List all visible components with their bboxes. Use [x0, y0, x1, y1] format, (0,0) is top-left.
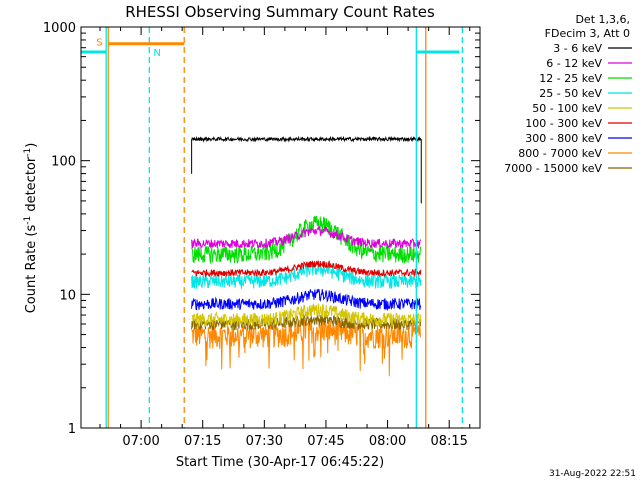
series-line-50-100kev	[191, 303, 422, 328]
legend-header-2: FDecim 3, Att 0	[545, 27, 630, 40]
plot-content: SN	[81, 27, 463, 428]
legend-entry-label: 6 - 12 keV	[546, 57, 602, 70]
y-tick-label: 10	[59, 288, 76, 303]
y-axis-label-part2: detector	[24, 156, 39, 216]
series-line-12-25kev	[191, 215, 422, 264]
legend: Det 1,3,6, FDecim 3, Att 0 3 - 6 keV 6 - …	[504, 13, 632, 175]
x-tick-label: 07:00	[122, 434, 159, 449]
y-axis-label: Count Rate (s-1 detector-1)	[23, 143, 39, 314]
series-line-7000-15000kev	[191, 313, 422, 331]
x-tick-label: 08:15	[430, 434, 467, 449]
x-tick-label: 07:15	[184, 434, 221, 449]
footer-date: 31-Aug-2022 22:51	[549, 469, 636, 479]
legend-entry-label: 100 - 300 keV	[525, 117, 602, 130]
legend-entry-label: 300 - 800 keV	[525, 132, 602, 145]
legend-header-1: Det 1,3,6,	[575, 13, 630, 26]
x-tick-label: 07:45	[307, 434, 344, 449]
legend-entry-label: 3 - 6 keV	[553, 42, 602, 55]
x-tick-label: 08:00	[369, 434, 406, 449]
y-tick-label: 100	[51, 155, 76, 170]
y-axis-ticks: 1 10 100 1000	[43, 21, 480, 437]
series-line-300-800kev	[191, 288, 422, 312]
y-axis-label-sup2: -1	[23, 148, 33, 157]
x-tick-label: 07:30	[246, 434, 283, 449]
x-axis-ticks: 07:00 07:15 07:30 07:45 08:00 08:15	[99, 27, 471, 449]
plot-frame	[80, 26, 481, 429]
night-flag-label: N	[153, 48, 160, 59]
legend-entry-label: 50 - 100 keV	[532, 102, 602, 115]
y-tick-label: 1	[68, 422, 76, 437]
y-axis-label-sup1: -1	[23, 216, 33, 225]
legend-entry-label: 800 - 7000 keV	[518, 147, 602, 160]
series-line-3-6kev	[191, 135, 422, 143]
legend-entry-label: 7000 - 15000 keV	[504, 162, 602, 175]
y-axis-label-part1: Count Rate (s	[24, 225, 39, 314]
saa-flag-label: S	[96, 38, 102, 49]
y-axis-label-part3: )	[24, 143, 39, 148]
legend-entry-label: 12 - 25 keV	[539, 72, 602, 85]
y-tick-label: 1000	[43, 21, 76, 36]
series-line-6-12kev	[191, 225, 422, 250]
legend-entry-label: 25 - 50 keV	[539, 87, 602, 100]
chart-title: RHESSI Observing Summary Count Rates	[125, 3, 435, 21]
x-axis-label: Start Time (30-Apr-17 06:45:22)	[176, 455, 384, 470]
series-line-100-300kev	[191, 259, 422, 278]
